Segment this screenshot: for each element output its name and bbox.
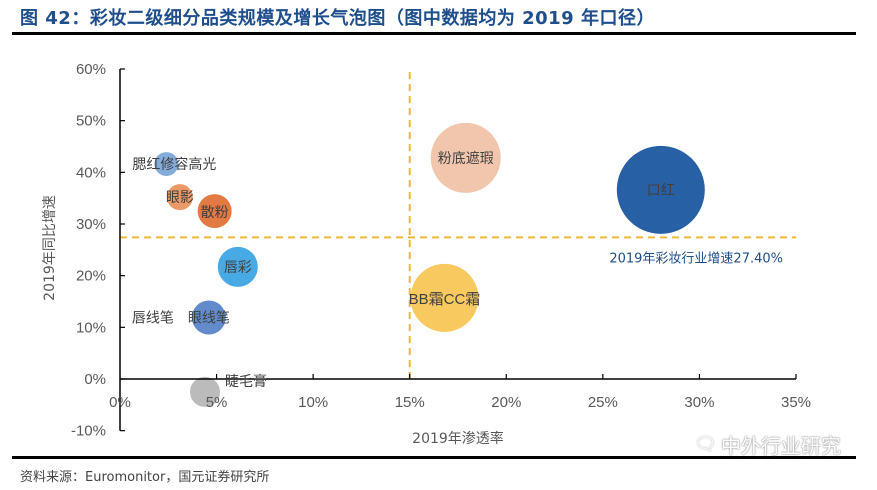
y-tick-label: 30% — [76, 216, 106, 233]
bubble-label-4: 眼线笔 — [188, 311, 230, 327]
bubble-label-8: 口红 — [647, 183, 675, 199]
x-tick-label: 15% — [395, 394, 425, 411]
footer-divider — [12, 456, 856, 459]
x-tick-label: 5% — [206, 394, 228, 411]
watermark: 🗨 中外行业研究 — [694, 430, 841, 459]
title-divider — [12, 32, 856, 35]
x-tick-label: 10% — [298, 394, 328, 411]
bubble-0 — [154, 152, 179, 177]
bubble-3 — [217, 246, 258, 287]
wechat-icon: 🗨 — [694, 434, 717, 455]
x-tick-label: 25% — [588, 394, 618, 411]
bubble-2 — [197, 194, 232, 229]
y-tick-label: 40% — [76, 164, 106, 181]
y-tick-label: 10% — [76, 319, 106, 336]
bubble-label-3: 唇彩 — [224, 260, 252, 276]
y-tick-label: 20% — [76, 268, 106, 285]
y-tick-label: 60% — [76, 61, 106, 78]
reference-line-label: 2019年彩妆行业增速27.40% — [609, 251, 783, 266]
y-tick-label: 0% — [84, 371, 106, 388]
bubble-7 — [430, 122, 501, 193]
bubble-1 — [166, 184, 193, 211]
bubble-label-2: 散粉 — [201, 205, 229, 221]
x-axis-title: 2019年渗透率 — [412, 430, 504, 447]
bubble-label-7: 粉底遮瑕 — [438, 151, 494, 167]
bubbles — [154, 122, 705, 407]
bubble-label-9: BB霜CC霜 — [409, 291, 481, 308]
bubble-9 — [410, 263, 479, 332]
watermark-text: 中外行业研究 — [720, 434, 841, 458]
bubble-label-1: 眼影 — [166, 190, 194, 206]
axes: -10%0%10%20%30%40%50%60%0% 5% 10% 15% 20% 25%… — [71, 61, 811, 440]
x-tick-label: 35% — [781, 394, 811, 411]
bubble-label-0: 腮红修容高光 — [132, 156, 216, 173]
bubble-4 — [191, 300, 226, 335]
reference-lines: 2019年彩妆行业增速27.40% — [120, 72, 796, 382]
x-tick-label: 30% — [684, 394, 714, 411]
bubble-8 — [616, 145, 705, 234]
source-note: 资料来源：Euromonitor，国元证券研究所 — [20, 470, 270, 485]
figure-title: 图 42：彩妆二级细分品类规模及增长气泡图（图中数据均为 2019 年口径） — [20, 8, 655, 29]
y-tick-label: 50% — [76, 113, 106, 130]
bubble-label-5: 唇线笔 — [132, 311, 174, 327]
x-tick-label: 0% — [109, 394, 131, 411]
x-tick-label: 20% — [491, 394, 521, 411]
bubble-6 — [189, 376, 220, 407]
bubble-label-6: 睫毛膏 — [225, 373, 267, 390]
y-tick-label: -10% — [71, 423, 106, 440]
y-axis-title: 2019年同比增速 — [42, 195, 58, 301]
